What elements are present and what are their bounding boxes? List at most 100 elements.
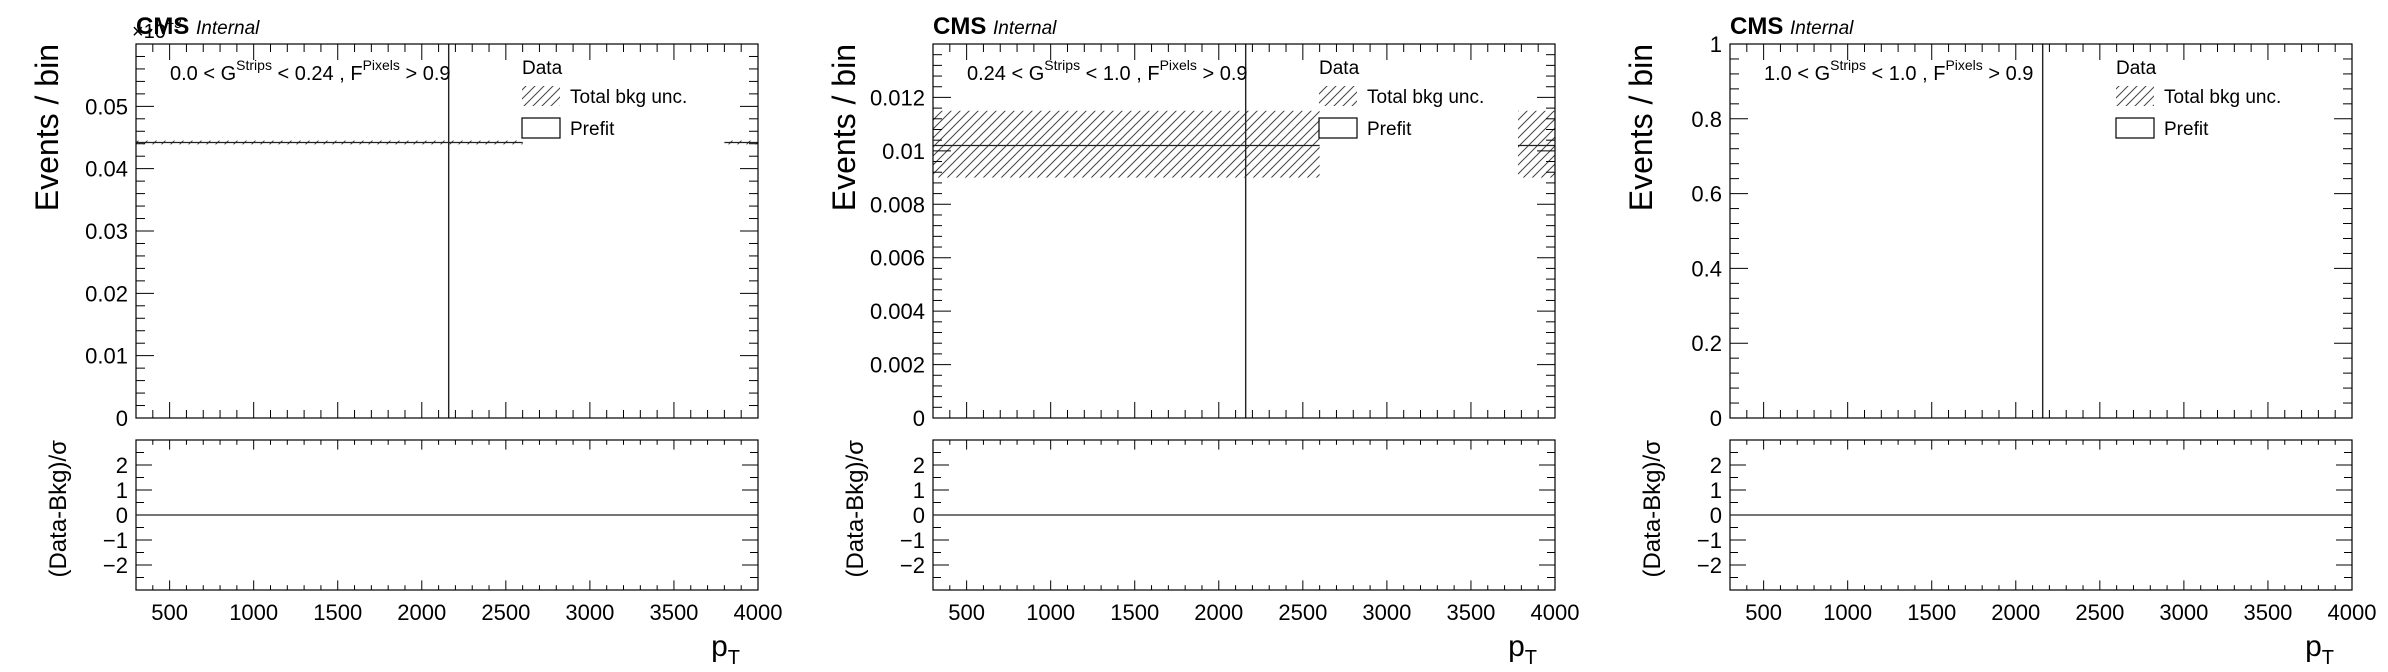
exponent-label: ×10−3: [132, 15, 182, 43]
selection-sup1: Strips: [236, 57, 272, 73]
selection-label: 1.0 < GStrips < 1.0 , FPixels > 0.9: [1764, 57, 2033, 85]
cms-label: CMS Internal: [1730, 13, 1854, 40]
ratio-tick-label: −2: [900, 553, 925, 578]
y-tick-label: 0.002: [870, 353, 925, 378]
ratio-tick-label: 1: [913, 478, 925, 503]
x-axis-label-main: p: [711, 630, 728, 663]
x-tick-label: 1000: [229, 600, 278, 625]
ratio-tick-label: 0: [1710, 503, 1722, 528]
internal-label-text: Internal: [196, 18, 260, 39]
x-tick-label: 3500: [2243, 600, 2292, 625]
legend: Data Total bkg unc. Prefit: [521, 58, 687, 140]
x-axis-label-main: p: [1508, 630, 1525, 663]
y-tick-label: 0.01: [85, 344, 128, 369]
ratio-tick-label: 2: [913, 453, 925, 478]
x-tick-label: 500: [948, 600, 985, 625]
top-pad-frame: [1729, 43, 2353, 419]
cms-label-space: [1783, 13, 1790, 40]
cms-label-text: CMS: [136, 13, 189, 40]
ratio-tick-label: −1: [103, 528, 128, 553]
x-tick-label: 3000: [2159, 600, 2208, 625]
legend-unc-swatch: [2116, 86, 2154, 106]
ratio-tick-label: 0: [116, 503, 128, 528]
y-axis-label: Events / bin: [826, 44, 862, 211]
ratio-tick-label: −1: [1697, 528, 1722, 553]
legend-prefit-label: Prefit: [570, 119, 615, 140]
legend-prefit-swatch: [1318, 117, 1358, 139]
selection-label: 0.0 < GStrips < 0.24 , FPixels > 0.9: [170, 57, 451, 85]
x-tick-label: 4000: [734, 600, 783, 625]
legend-data-label: Data: [522, 58, 563, 79]
x-tick-label: 1500: [313, 600, 362, 625]
legend-prefit-swatch: [2115, 117, 2155, 139]
exponent-power: −3: [166, 15, 182, 31]
y-tick-label: 0: [1710, 406, 1722, 431]
selection-lo: 0.24 < G: [967, 63, 1044, 85]
x-tick-label: 3000: [565, 600, 614, 625]
x-tick-label: 2000: [397, 600, 446, 625]
selection-label: 0.24 < GStrips < 1.0 , FPixels > 0.9: [967, 57, 1248, 85]
cms-label-space: [986, 13, 993, 40]
x-tick-label: 1000: [1026, 600, 1075, 625]
x-axis-label-sub: T: [2322, 647, 2334, 669]
y-tick-label: 0.008: [870, 192, 925, 217]
y-tick-label: 0.4: [1691, 256, 1722, 281]
legend-prefit-label: Prefit: [1367, 119, 1412, 140]
unc-band-segment: [1518, 110, 1555, 178]
exponent-base: ×10: [132, 21, 166, 43]
x-axis-label: pT: [711, 630, 740, 669]
ratio-y-axis-label: (Data-Bkg)/σ: [842, 440, 869, 578]
x-tick-label: 4000: [1531, 600, 1580, 625]
cms-label-text: CMS: [1730, 13, 1783, 40]
ratio-y-axis-label: (Data-Bkg)/σ: [45, 440, 72, 578]
selection-mid: < 0.24 , F: [272, 63, 363, 85]
x-tick-label: 4000: [2328, 600, 2377, 625]
y-tick-label: 0: [116, 406, 128, 431]
ratio-tick-label: 2: [116, 453, 128, 478]
x-tick-label: 3500: [1446, 600, 1495, 625]
y-axis-label: Events / bin: [1623, 44, 1659, 211]
x-tick-label: 2000: [1194, 600, 1243, 625]
legend: Data Total bkg unc. Prefit: [1318, 58, 1484, 140]
y-tick-label: 1: [1710, 32, 1722, 57]
x-tick-label: 2000: [1991, 600, 2040, 625]
legend-unc-swatch: [1319, 86, 1357, 106]
unc-band-segment: [933, 110, 1320, 178]
y-axis-label: Events / bin: [29, 44, 65, 211]
y-tick-label: 0.05: [85, 94, 128, 119]
selection-sup2: Pixels: [1160, 57, 1197, 73]
y-tick-label: 0.012: [870, 85, 925, 110]
x-tick-label: 500: [151, 600, 188, 625]
legend-prefit-swatch: [521, 117, 561, 139]
x-tick-label: 3500: [649, 600, 698, 625]
selection-sup2: Pixels: [363, 57, 400, 73]
y-tick-label: 0.01: [882, 139, 925, 164]
x-tick-label: 500: [1745, 600, 1782, 625]
legend-unc-swatch: [522, 86, 560, 106]
legend-unc-label: Total bkg unc.: [1367, 87, 1484, 108]
cms-label-text: CMS: [933, 13, 986, 40]
x-tick-label: 1500: [1110, 600, 1159, 625]
x-axis-label-main: p: [2305, 630, 2322, 663]
internal-label-text: Internal: [993, 18, 1057, 39]
selection-mid: < 1.0 , F: [1866, 63, 1945, 85]
ratio-tick-label: 1: [1710, 478, 1722, 503]
ratio-tick-label: 2: [1710, 453, 1722, 478]
selection-hi: > 0.9: [1197, 63, 1248, 85]
y-tick-label: 0.8: [1691, 107, 1722, 132]
selection-sup1: Strips: [1044, 57, 1080, 73]
internal-label-text: Internal: [1790, 18, 1854, 39]
y-tick-label: 0.2: [1691, 331, 1722, 356]
ratio-y-axis-label: (Data-Bkg)/σ: [1639, 440, 1666, 578]
ratio-tick-label: −2: [103, 553, 128, 578]
x-tick-label: 1500: [1907, 600, 1956, 625]
y-tick-label: 0: [913, 406, 925, 431]
selection-hi: > 0.9: [400, 63, 451, 85]
y-tick-label: 0.004: [870, 299, 925, 324]
y-tick-label: 0.02: [85, 281, 128, 306]
x-tick-label: 1000: [1823, 600, 1872, 625]
legend-prefit-label: Prefit: [2164, 119, 2209, 140]
x-axis-label-sub: T: [728, 647, 740, 669]
top-pad-frame: [932, 43, 1556, 419]
